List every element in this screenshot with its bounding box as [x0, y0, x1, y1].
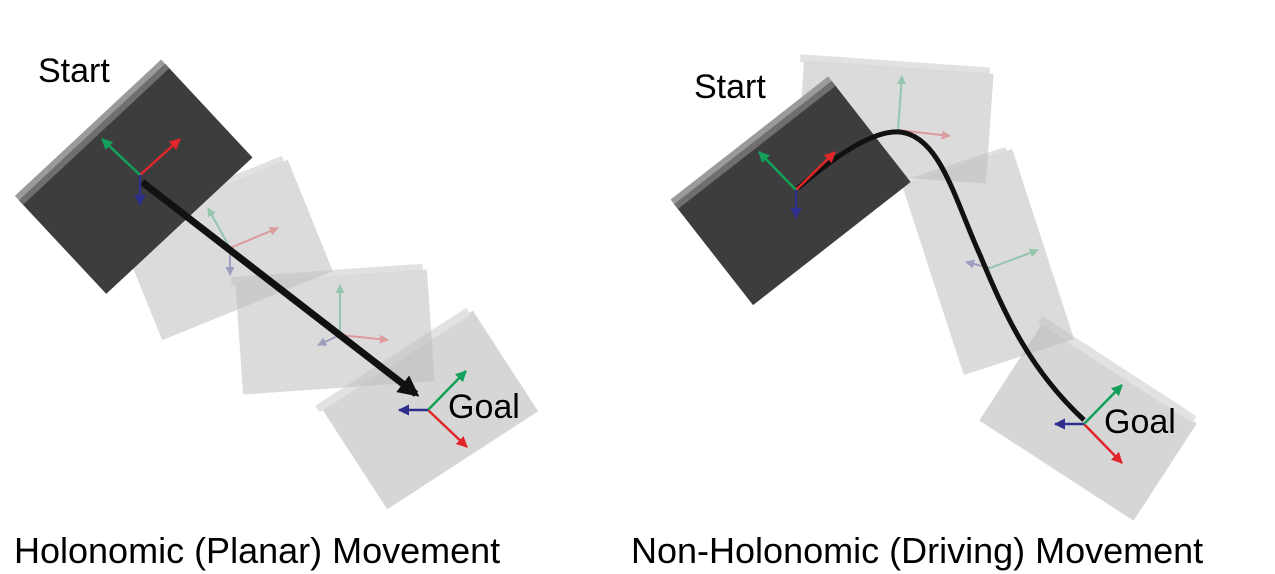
goal-label: Goal: [448, 388, 520, 426]
non-holonomic-path: [796, 129, 1086, 422]
start-box: [670, 76, 911, 306]
goal-box: [979, 316, 1197, 521]
start-frame: [758, 151, 836, 220]
right-panel: [670, 54, 1197, 521]
goal-frame: [397, 370, 468, 448]
goal-frame: [1053, 384, 1123, 464]
start-box: [14, 59, 253, 294]
start-label: Start: [38, 52, 110, 90]
left-panel: [14, 59, 539, 510]
panel-caption: Non-Holonomic (Driving) Movement: [631, 530, 1204, 571]
goal-label: Goal: [1104, 403, 1176, 441]
holonomic-path: [139, 179, 420, 397]
start-label: Start: [694, 68, 766, 106]
start-frame: [101, 138, 181, 207]
panel-caption: Holonomic (Planar) Movement: [14, 530, 501, 571]
